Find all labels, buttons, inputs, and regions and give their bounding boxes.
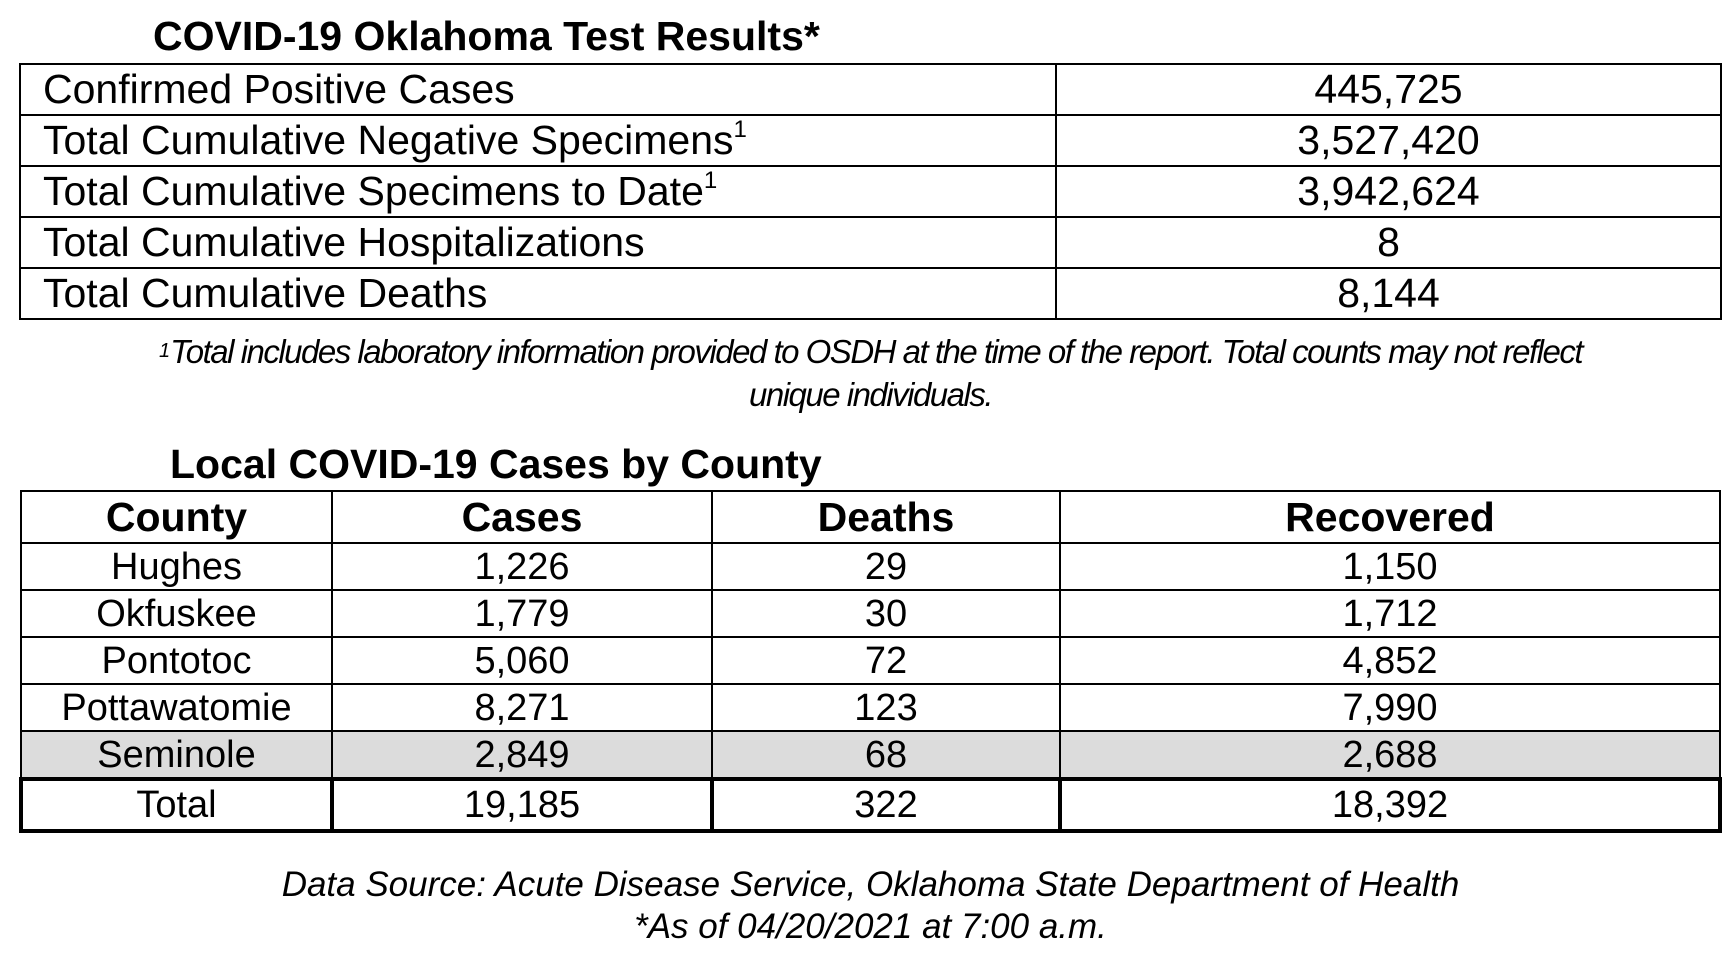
total-label: Total xyxy=(19,777,334,833)
deaths-cell: 29 xyxy=(711,542,1061,591)
row-label: Total Cumulative Negative Specimens1 xyxy=(19,114,1057,167)
test-results-table: Confirmed Positive Cases 445,725 Total C… xyxy=(19,63,1722,320)
table-row: Total Cumulative Hospitalizations 8 xyxy=(19,216,1722,269)
total-recovered: 18,392 xyxy=(1058,777,1722,833)
cases-cell: 8,271 xyxy=(331,683,713,732)
row-value: 8 xyxy=(1055,216,1722,269)
county-cases-title: Local COVID-19 Cases by County xyxy=(170,441,822,487)
row-label: Total Cumulative Hospitalizations xyxy=(19,216,1057,269)
recovered-cell: 1,712 xyxy=(1059,589,1721,638)
data-source-note: Data Source: Acute Disease Service, Okla… xyxy=(281,865,1460,904)
table-row: Okfuskee 1,779 30 1,712 xyxy=(20,589,1721,638)
county-cell: Pottawatomie xyxy=(20,683,333,732)
total-deaths: 322 xyxy=(710,777,1062,833)
county-cell: Okfuskee xyxy=(20,589,333,638)
table-row-highlighted: Seminole 2,849 68 2,688 xyxy=(20,730,1721,780)
cases-cell: 5,060 xyxy=(331,636,713,685)
footnote-mark: 1 xyxy=(159,340,171,362)
table-row: Hughes 1,226 29 1,150 xyxy=(20,542,1721,591)
row-label: Confirmed Positive Cases xyxy=(19,63,1057,116)
row-label: Total Cumulative Specimens to Date1 xyxy=(19,165,1057,218)
col-header-deaths: Deaths xyxy=(711,490,1061,544)
col-header-county: County xyxy=(20,490,333,544)
row-value: 8,144 xyxy=(1055,267,1722,320)
col-header-cases: Cases xyxy=(331,490,713,544)
deaths-cell: 68 xyxy=(711,730,1061,780)
deaths-cell: 72 xyxy=(711,636,1061,685)
county-cell: Pontotoc xyxy=(20,636,333,685)
footnote-marker: 1 xyxy=(703,167,718,194)
deaths-cell: 123 xyxy=(711,683,1061,732)
recovered-cell: 4,852 xyxy=(1059,636,1721,685)
recovered-cell: 2,688 xyxy=(1059,730,1721,780)
table-row: Total Cumulative Specimens to Date1 3,94… xyxy=(19,165,1722,218)
cases-cell: 2,849 xyxy=(331,730,713,780)
footnote: 1Total includes laboratory information p… xyxy=(159,333,1583,413)
table-row: Confirmed Positive Cases 445,725 xyxy=(19,63,1722,116)
cases-cell: 1,779 xyxy=(331,589,713,638)
row-value: 445,725 xyxy=(1055,63,1722,116)
table-row: Total Cumulative Deaths 8,144 xyxy=(19,267,1722,320)
footnote-marker: 1 xyxy=(733,116,747,143)
cases-cell: 1,226 xyxy=(331,542,713,591)
row-value: 3,527,420 xyxy=(1055,114,1722,167)
recovered-cell: 1,150 xyxy=(1059,542,1721,591)
total-row: Total 19,185 322 18,392 xyxy=(19,777,1722,833)
deaths-cell: 30 xyxy=(711,589,1061,638)
table-row: Pontotoc 5,060 72 4,852 xyxy=(20,636,1721,685)
table-row: Pottawatomie 8,271 123 7,990 xyxy=(20,683,1721,732)
table-row: Total Cumulative Negative Specimens1 3,5… xyxy=(19,114,1722,167)
header-row: County Cases Deaths Recovered xyxy=(20,490,1721,544)
test-results-title: COVID-19 Oklahoma Test Results* xyxy=(153,13,820,59)
col-header-recovered: Recovered xyxy=(1059,490,1721,544)
county-cell: Hughes xyxy=(20,542,333,591)
as-of-date-note: *As of 04/20/2021 at 7:00 a.m. xyxy=(634,907,1107,946)
county-cell: Seminole xyxy=(20,730,333,780)
recovered-cell: 7,990 xyxy=(1059,683,1721,732)
row-value: 3,942,624 xyxy=(1055,165,1722,218)
county-cases-table: County Cases Deaths Recovered Hughes 1,2… xyxy=(19,490,1722,833)
total-cases: 19,185 xyxy=(330,777,714,833)
row-label: Total Cumulative Deaths xyxy=(19,267,1057,320)
